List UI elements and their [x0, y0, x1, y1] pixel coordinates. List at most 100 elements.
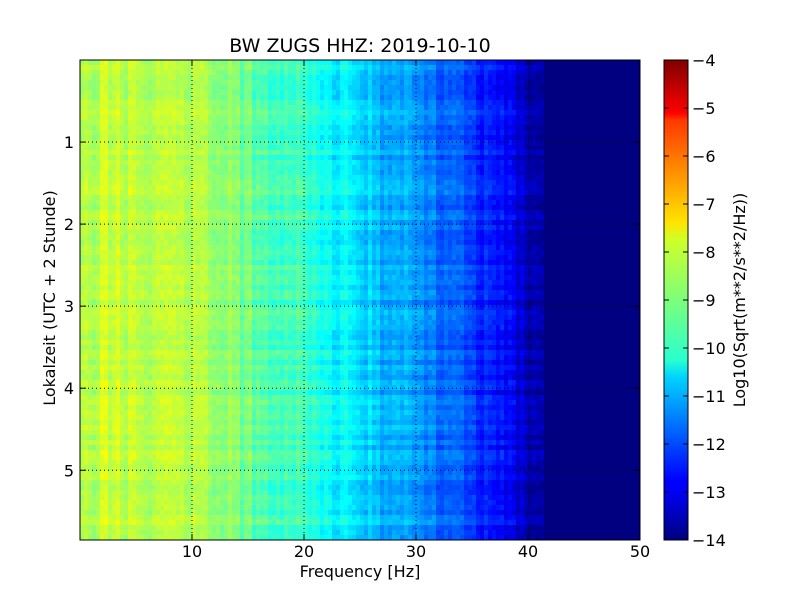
heatmap-cell: [428, 65, 433, 71]
heatmap-cell: [252, 205, 257, 211]
heatmap-cell: [320, 80, 325, 86]
heatmap-cell: [356, 190, 361, 196]
heatmap-cell: [436, 225, 441, 231]
heatmap-cell: [148, 75, 153, 81]
heatmap-cell: [568, 75, 573, 81]
heatmap-cell: [472, 65, 477, 71]
heatmap-cell: [496, 95, 501, 101]
heatmap-cell: [316, 85, 321, 91]
heatmap-cell: [328, 80, 333, 86]
heatmap-cell: [376, 175, 381, 181]
heatmap-cell: [364, 90, 369, 96]
heatmap-cell: [424, 115, 429, 121]
heatmap-cell: [348, 120, 353, 126]
heatmap-cell: [364, 95, 369, 101]
heatmap-cell: [276, 150, 281, 156]
heatmap-cell: [628, 120, 633, 126]
heatmap-cell: [472, 190, 477, 196]
heatmap-cell: [524, 180, 529, 186]
heatmap-cell: [140, 145, 145, 151]
heatmap-cell: [344, 130, 349, 136]
heatmap-cell: [120, 80, 125, 86]
heatmap-cell: [488, 220, 493, 226]
heatmap-cell: [264, 210, 269, 216]
heatmap-cell: [600, 225, 605, 231]
heatmap-cell: [156, 130, 161, 136]
heatmap-cell: [264, 70, 269, 76]
heatmap-cell: [532, 75, 537, 81]
heatmap-cell: [240, 190, 245, 196]
heatmap-cell: [504, 205, 509, 211]
heatmap-cell: [164, 215, 169, 221]
heatmap-cell: [268, 140, 273, 146]
heatmap-cell: [508, 230, 513, 236]
heatmap-cell: [444, 210, 449, 216]
heatmap-cell: [352, 180, 357, 186]
heatmap-cell: [96, 60, 101, 66]
heatmap-cell: [372, 130, 377, 136]
heatmap-cell: [236, 90, 241, 96]
heatmap-cell: [472, 205, 477, 211]
heatmap-cell: [176, 220, 181, 226]
heatmap-cell: [428, 100, 433, 106]
heatmap-cell: [520, 95, 525, 101]
heatmap-cell: [420, 135, 425, 141]
heatmap-cell: [356, 110, 361, 116]
heatmap-cell: [176, 100, 181, 106]
heatmap-cell: [432, 145, 437, 151]
heatmap-cell: [456, 60, 461, 66]
heatmap-cell: [196, 185, 201, 191]
heatmap-cell: [80, 80, 85, 86]
heatmap-cell: [432, 135, 437, 141]
heatmap-cell: [184, 230, 189, 236]
heatmap-cell: [368, 105, 373, 111]
heatmap-cell: [620, 105, 625, 111]
heatmap-cell: [324, 60, 329, 66]
heatmap-cell: [312, 70, 317, 76]
heatmap-cell: [120, 235, 125, 241]
heatmap-cell: [324, 180, 329, 186]
heatmap-cell: [540, 130, 545, 136]
heatmap-cell: [452, 225, 457, 231]
heatmap-cell: [412, 125, 417, 131]
heatmap-cell: [560, 190, 565, 196]
heatmap-cell: [564, 130, 569, 136]
heatmap-cell: [392, 175, 397, 181]
heatmap-cell: [212, 75, 217, 81]
heatmap-cell: [300, 120, 305, 126]
heatmap-cell: [256, 165, 261, 171]
heatmap-cell: [596, 230, 601, 236]
heatmap-cell: [484, 145, 489, 151]
heatmap-cell: [580, 220, 585, 226]
heatmap-cell: [452, 90, 457, 96]
heatmap-cell: [212, 135, 217, 141]
heatmap-cell: [336, 185, 341, 191]
heatmap-cell: [556, 190, 561, 196]
heatmap-cell: [348, 100, 353, 106]
heatmap-cell: [84, 70, 89, 76]
heatmap-cell: [304, 215, 309, 221]
heatmap-cell: [620, 155, 625, 161]
heatmap-cell: [236, 105, 241, 111]
heatmap-cell: [244, 60, 249, 66]
heatmap-cell: [468, 105, 473, 111]
heatmap-cell: [632, 95, 637, 101]
heatmap-cell: [288, 140, 293, 146]
heatmap-cell: [308, 235, 313, 241]
heatmap-cell: [232, 70, 237, 76]
heatmap-cell: [324, 70, 329, 76]
heatmap-cell: [212, 195, 217, 201]
heatmap-cell: [328, 140, 333, 146]
heatmap-cell: [208, 125, 213, 131]
heatmap-cell: [348, 160, 353, 166]
heatmap-cell: [492, 120, 497, 126]
heatmap-cell: [228, 185, 233, 191]
heatmap-cell: [180, 170, 185, 176]
heatmap-cell: [456, 175, 461, 181]
heatmap-cell: [488, 170, 493, 176]
heatmap-cell: [528, 145, 533, 151]
heatmap-cell: [252, 120, 257, 126]
heatmap-cell: [372, 150, 377, 156]
heatmap-cell: [196, 225, 201, 231]
heatmap-cell: [168, 225, 173, 231]
